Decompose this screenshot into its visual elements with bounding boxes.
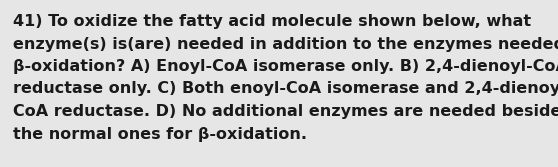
Text: β-oxidation? A) Enoyl-CoA isomerase only. B) 2,4-dienoyl-CoA: β-oxidation? A) Enoyl-CoA isomerase only… — [13, 59, 558, 74]
Text: 41) To oxidize the fatty acid molecule shown below, what: 41) To oxidize the fatty acid molecule s… — [13, 14, 531, 29]
Text: reductase only. C) Both enoyl-CoA isomerase and 2,4-dienoyl-: reductase only. C) Both enoyl-CoA isomer… — [13, 81, 558, 97]
Text: the normal ones for β-oxidation.: the normal ones for β-oxidation. — [13, 126, 307, 141]
Text: enzyme(s) is(are) needed in addition to the enzymes needed for: enzyme(s) is(are) needed in addition to … — [13, 37, 558, 51]
Text: CoA reductase. D) No additional enzymes are needed besides: CoA reductase. D) No additional enzymes … — [13, 104, 558, 119]
